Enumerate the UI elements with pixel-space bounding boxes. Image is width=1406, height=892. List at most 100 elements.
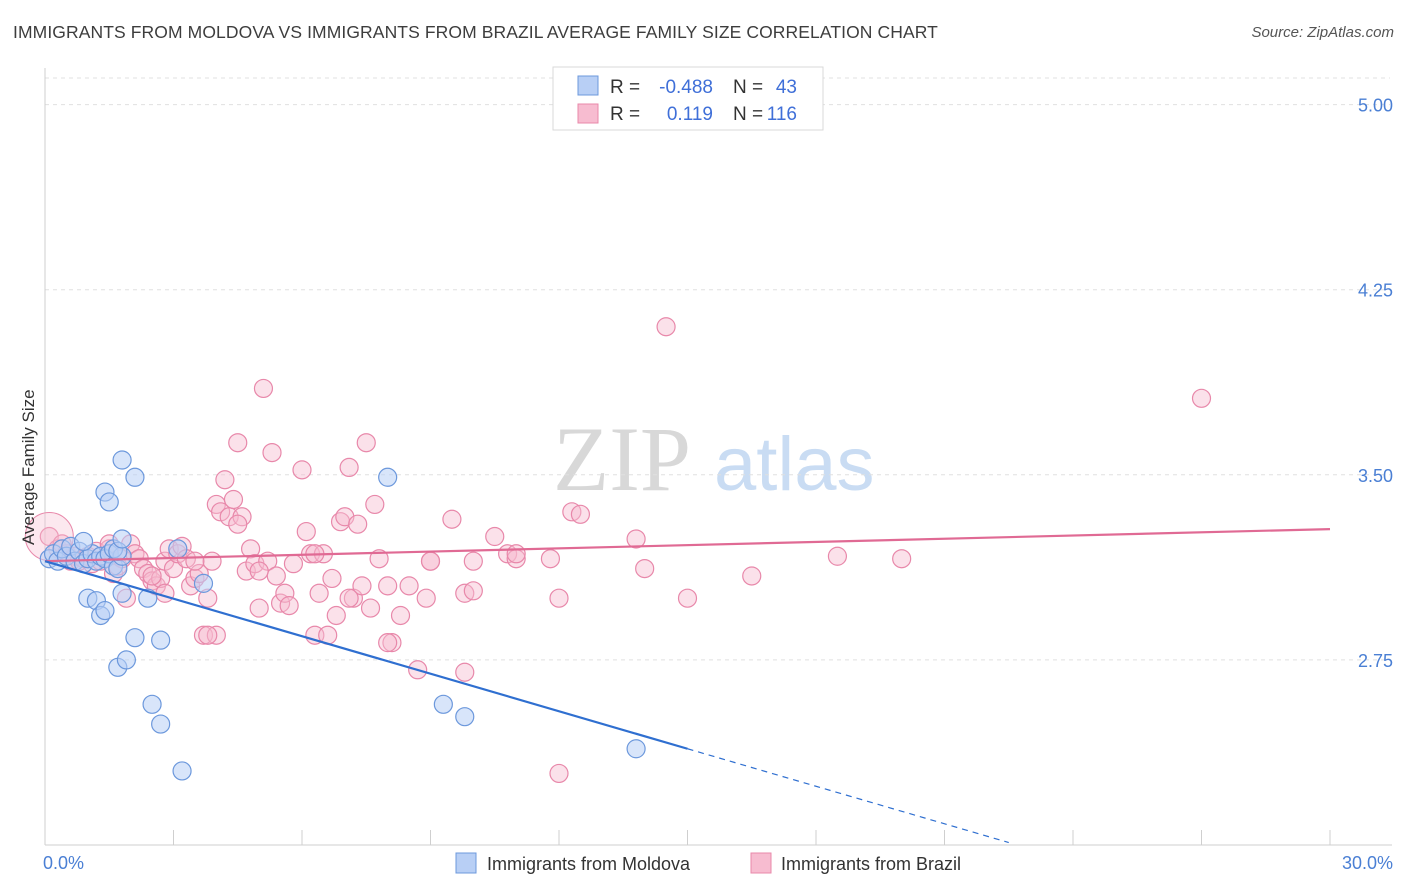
brazil-point [223, 489, 244, 510]
brazil-points [24, 317, 1212, 784]
moldova-point [112, 583, 132, 603]
moldova-point [73, 531, 94, 552]
y-tick-label: 4.25 [1358, 281, 1393, 301]
brazil-point [322, 568, 342, 589]
legend-r-label-moldova: R = [610, 77, 640, 98]
brazil-point [892, 549, 912, 569]
legend-brazil-r: 0.119 [667, 104, 713, 125]
moldova-point [142, 694, 162, 714]
brazil-point [463, 581, 483, 601]
brazil-point [249, 598, 269, 618]
brazil-point [253, 378, 274, 399]
moldova-trend-line [44, 560, 688, 750]
moldova-point [193, 573, 214, 593]
brazil-point [390, 605, 411, 626]
moldova-point [172, 761, 192, 781]
brazil-point [378, 576, 398, 596]
moldova-point [138, 588, 158, 608]
moldova-point [151, 714, 171, 734]
bottom-legend-moldova-label: Immigrants from Moldova [487, 854, 691, 874]
legend-moldova-n: 43 [776, 77, 797, 98]
moldova-point [112, 450, 132, 470]
brazil-point [455, 662, 475, 682]
bottom-legend-brazil-label: Immigrants from Brazil [781, 854, 961, 874]
brazil-point [296, 521, 316, 542]
brazil-trend-line [44, 528, 1331, 563]
brazil-point [742, 566, 762, 586]
brazil-point [549, 588, 569, 608]
moldova-point [378, 467, 398, 487]
brazil-point [540, 549, 561, 569]
brazil-point [356, 433, 376, 453]
brazil-point [163, 558, 184, 579]
brazil-point [352, 576, 372, 596]
brazil-point [339, 588, 359, 608]
brazil-point [416, 588, 436, 608]
brazil-point [339, 457, 359, 478]
watermark-atlas: atlas [714, 422, 875, 507]
moldova-point [125, 467, 145, 487]
x-tick-label: 30.0% [1342, 853, 1393, 873]
brazil-point [382, 633, 402, 653]
y-tick-label: 2.75 [1358, 651, 1393, 671]
moldova-trend-extension [687, 748, 1009, 844]
moldova-point [99, 492, 119, 512]
moldova-point [433, 694, 453, 714]
brazil-point [309, 583, 329, 603]
brazil-point [262, 442, 282, 463]
legend-moldova-swatch [577, 75, 599, 96]
brazil-point [399, 576, 419, 596]
brazil-point [420, 551, 441, 571]
moldova-point [168, 539, 188, 559]
brazil-point [570, 504, 591, 524]
legend-r-label-brazil: R = [610, 104, 640, 125]
legend-brazil-n: 116 [767, 104, 797, 125]
brazil-point [228, 514, 248, 534]
brazil-point [635, 558, 655, 579]
brazil-point [365, 494, 385, 515]
brazil-point [215, 470, 235, 490]
trend-lines [44, 528, 1331, 844]
brazil-point [626, 529, 646, 549]
bottom-legend: Immigrants from Moldova Immigrants from … [455, 852, 961, 874]
axes: 2.75 3.50 4.25 5.00 0.0% 30.0% [43, 68, 1393, 873]
brazil-point [1191, 388, 1212, 408]
brazil-point [266, 566, 286, 586]
brazil-point [348, 514, 368, 534]
brazil-point [360, 598, 381, 618]
brazil-point [249, 561, 269, 581]
chart-title: IMMIGRANTS FROM MOLDOVA VS IMMIGRANTS FR… [13, 22, 938, 42]
brazil-point [185, 551, 205, 571]
y-tick-label: 5.00 [1358, 96, 1393, 116]
watermark-zip: ZIP [553, 408, 691, 510]
brazil-point [827, 546, 848, 566]
brazil-point [241, 539, 261, 559]
brazil-point [656, 317, 676, 337]
top-legend: R = -0.488 N = 43 R = 0.119 N = 116 [552, 66, 824, 131]
brazil-point [378, 633, 398, 653]
moldova-point [455, 707, 475, 727]
y-tick-label: 3.50 [1358, 466, 1393, 486]
moldova-point [116, 650, 136, 670]
bottom-legend-brazil-swatch [750, 852, 772, 874]
moldova-point [151, 630, 171, 650]
brazil-point [279, 596, 299, 616]
brazil-point [442, 509, 462, 529]
source-label: Source: ZipAtlas.com [1251, 24, 1394, 41]
moldova-point [626, 739, 646, 759]
moldova-point [95, 600, 115, 621]
moldova-point [125, 628, 145, 648]
x-tick-label: 0.0% [43, 853, 84, 873]
bottom-legend-moldova-swatch [455, 852, 477, 874]
moldova-point [112, 529, 132, 549]
brazil-point [485, 526, 505, 547]
brazil-point [326, 605, 346, 626]
brazil-point [275, 583, 295, 603]
brazil-point [202, 551, 222, 571]
brazil-point [292, 460, 312, 480]
brazil-point [369, 549, 389, 569]
legend-n-label-moldova: N = [733, 77, 763, 98]
legend-brazil-swatch [577, 103, 599, 124]
brazil-point [463, 551, 483, 571]
